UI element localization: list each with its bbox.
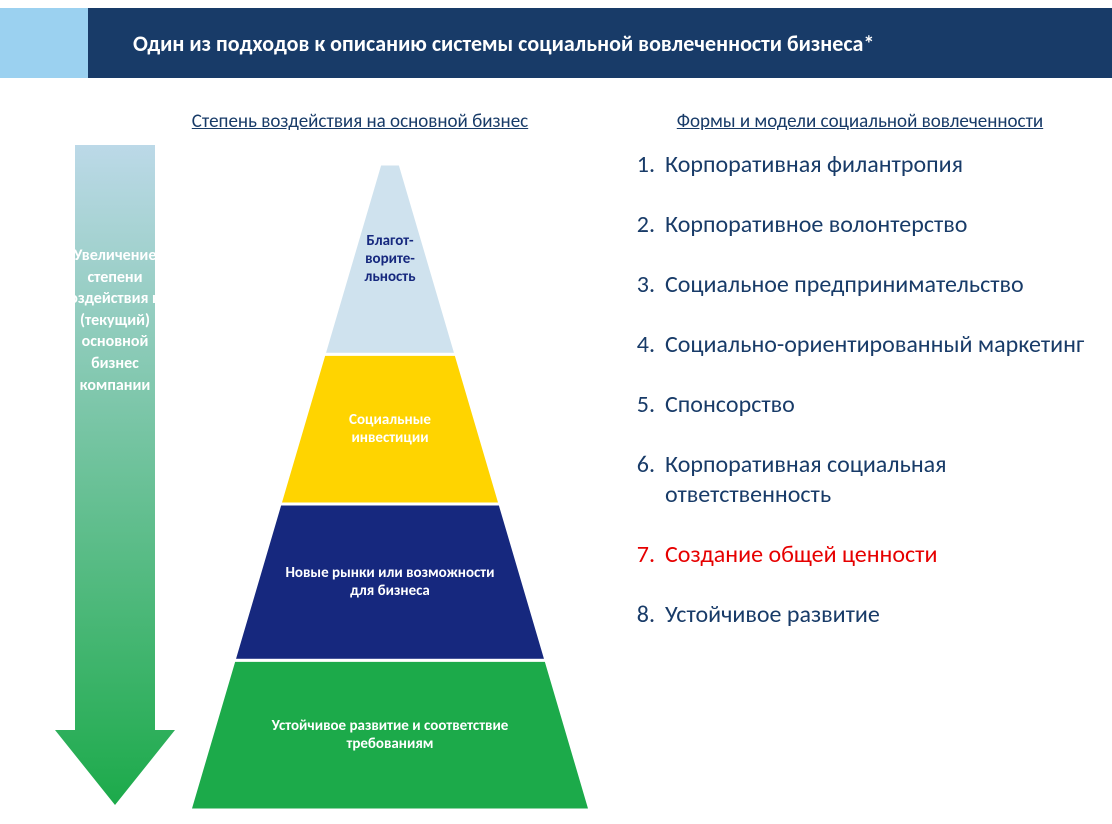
list-item: Социальное предпринимательство bbox=[615, 270, 1105, 300]
title-bar: Один из подходов к описанию системы соци… bbox=[0, 8, 1112, 78]
pyramid-label-2: Социальныеинвестиции bbox=[190, 411, 590, 447]
list-item: Корпоративное волонтерство bbox=[615, 210, 1105, 240]
list-item: Создание общей ценности bbox=[615, 540, 1105, 570]
subtitle-right: Формы и модели социальной вовлеченности bbox=[620, 110, 1100, 133]
pyramid-diagram: Благот-ворите-льность Социальныеинвестици… bbox=[190, 130, 590, 810]
title-accent-block bbox=[0, 8, 88, 78]
pyramid-label-1: Благот-ворите-льность bbox=[190, 232, 590, 286]
impact-arrow: Увеличение степени воздействия на (текущ… bbox=[55, 145, 175, 805]
arrow-label: Увеличение степени воздействия на (текущ… bbox=[55, 245, 175, 396]
forms-list: Корпоративная филантропия Корпоративное в… bbox=[615, 150, 1105, 660]
arrow-icon bbox=[55, 145, 175, 805]
pyramid-label-3: Новые рынки или возможностидля бизнеса bbox=[190, 564, 590, 600]
list-item: Спонсорство bbox=[615, 390, 1105, 420]
list-item: Устойчивое развитие bbox=[615, 600, 1105, 630]
page-title: Один из подходов к описанию системы соци… bbox=[88, 8, 1112, 78]
pyramid-label-4: Устойчивое развитие и соответствиетребов… bbox=[190, 717, 590, 753]
list-item: Социально-ориентированный маркетинг bbox=[615, 330, 1105, 360]
list-item: Корпоративная филантропия bbox=[615, 150, 1105, 180]
list-item: Корпоративная социальная ответственность bbox=[615, 450, 1105, 510]
